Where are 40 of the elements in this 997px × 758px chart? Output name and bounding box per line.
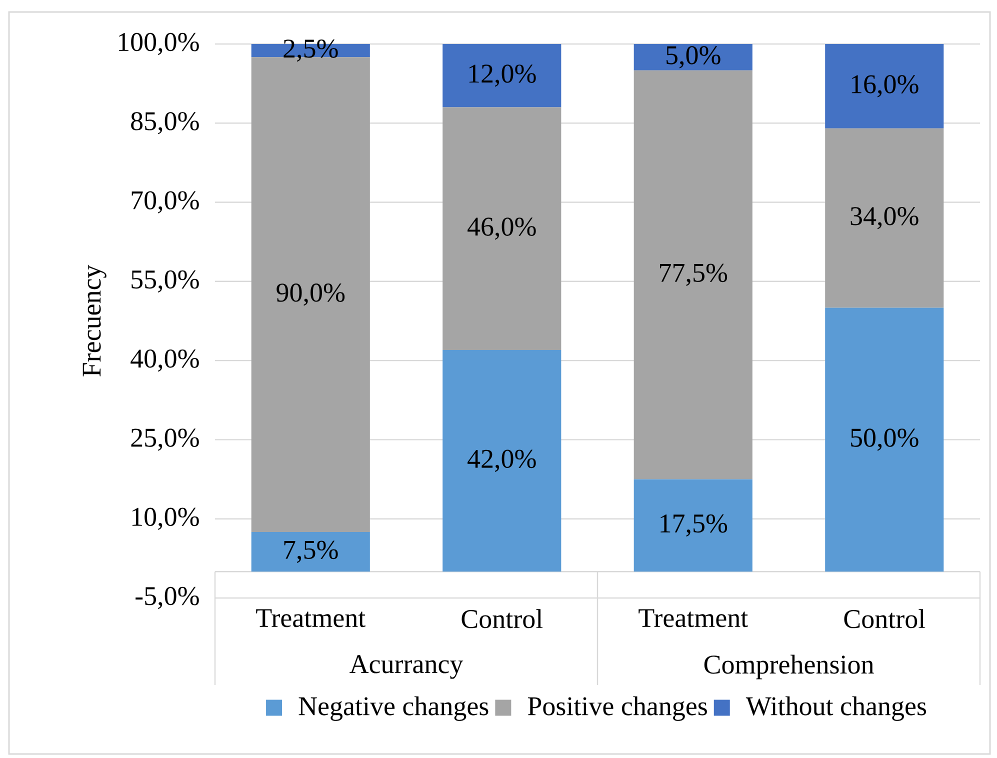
data-label: 90,0%	[276, 284, 345, 306]
y-axis-title: Frecuency	[82, 264, 106, 376]
legend-label: Positive changes	[528, 696, 707, 721]
data-label: 17,5%	[660, 514, 728, 536]
bar	[825, 128, 944, 308]
data-label: 77,5%	[660, 264, 728, 286]
data-label: 42,0%	[468, 450, 536, 472]
bar	[634, 44, 752, 70]
y-tick-label: -5,0%	[136, 586, 199, 610]
bar	[634, 479, 752, 572]
data-label: 5,0%	[666, 46, 720, 68]
data-label: 2,5%	[284, 40, 338, 62]
x-tick-label: Control	[462, 609, 543, 628]
data-label: 46,0%	[468, 218, 536, 240]
y-tick-label: 100,0%	[118, 32, 199, 56]
bar	[251, 532, 370, 572]
y-tick-label: 10,0%	[132, 508, 199, 530]
x-tick-label: Treatment	[256, 609, 366, 628]
data-label: 7,5%	[284, 540, 338, 563]
data-label: 16,0%	[852, 75, 918, 98]
bar	[825, 44, 944, 128]
legend-label: Negative changes	[298, 696, 488, 721]
bar	[825, 308, 944, 572]
y-tick-label: 70,0%	[132, 191, 199, 214]
legend-label: Without changes	[746, 696, 926, 721]
y-tick-label: 25,0%	[131, 428, 199, 451]
y-tick-label: 85,0%	[131, 112, 199, 134]
data-label: 34,0%	[850, 207, 918, 230]
y-tick-label: 40,0%	[130, 350, 199, 372]
x-tick-label: Treatment	[638, 609, 748, 628]
x-tick-label: Control	[844, 609, 926, 628]
data-label: 50,0%	[851, 428, 918, 451]
bar	[442, 44, 562, 108]
data-label: 12,0%	[469, 64, 536, 87]
bar	[634, 70, 752, 480]
bar	[442, 350, 562, 572]
text: Acurrancy	[350, 655, 464, 679]
y-tick-label: 55,0%	[132, 270, 199, 292]
text: Comprehension	[704, 654, 874, 680]
bar	[442, 107, 562, 350]
